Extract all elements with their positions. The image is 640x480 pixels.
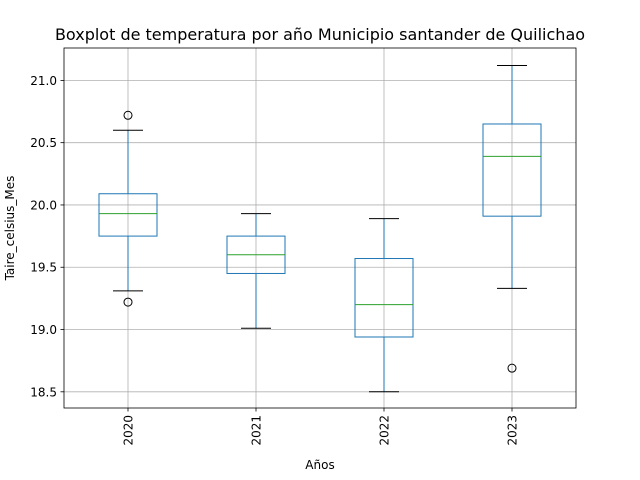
plot-frame	[63, 47, 577, 409]
iqr-box	[482, 123, 542, 217]
box-2023	[482, 64, 542, 373]
y-tick-label: 21.0	[30, 74, 57, 88]
y-axis-ticks: 18.5 19.0 19.5 20.0 20.5 21.0	[30, 74, 64, 399]
y-axis-label: Taire_celsius_Mes	[3, 176, 17, 282]
iqr-box	[354, 258, 414, 338]
y-tick-label: 19.0	[30, 323, 57, 337]
iqr-box	[98, 193, 158, 237]
y-tick-label: 19.5	[30, 261, 57, 275]
box-2020	[98, 110, 158, 307]
x-tick-label: 2022	[378, 415, 392, 446]
y-tick-label: 18.5	[30, 385, 57, 399]
box-2021	[226, 213, 286, 329]
chart-title: Boxplot de temperatura por año Municipio…	[55, 25, 585, 44]
outlier-point	[123, 297, 133, 307]
x-tick-label: 2021	[250, 415, 264, 446]
boxes-group	[98, 64, 542, 393]
y-tick-label: 20.5	[30, 136, 57, 150]
outlier-point	[507, 363, 517, 373]
x-axis-ticks: 2020 2021 2022 2023	[122, 408, 520, 446]
x-tick-label: 2023	[506, 415, 520, 446]
box-2022	[354, 218, 414, 393]
y-tick-label: 20.0	[30, 198, 57, 212]
outlier-point	[123, 110, 133, 120]
x-tick-label: 2020	[122, 415, 136, 446]
x-axis-label: Años	[305, 458, 334, 472]
